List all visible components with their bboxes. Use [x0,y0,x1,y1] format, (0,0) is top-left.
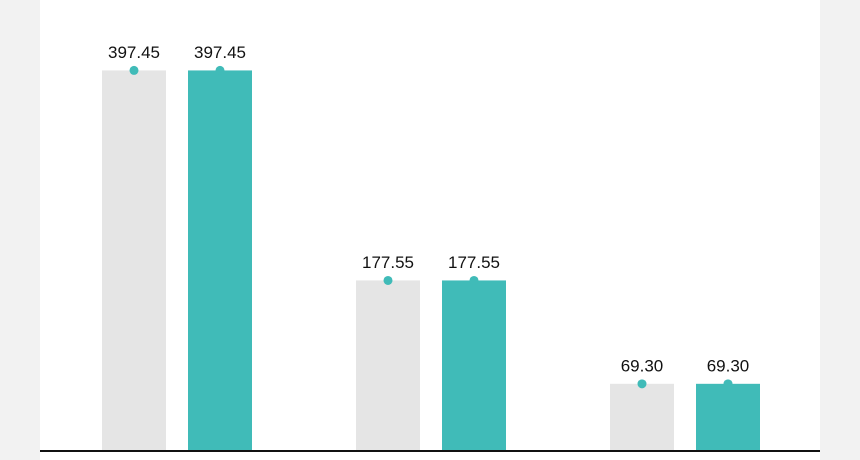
value-label: 69.30 [707,356,750,375]
bar-marker [637,379,647,389]
bar-marker [129,65,139,75]
plot-panel [40,0,820,460]
bar [610,383,674,450]
value-label: 69.30 [621,356,664,375]
bar-marker [215,65,225,75]
value-label: 177.55 [448,253,500,272]
bar-marker [723,379,733,389]
value-label: 397.45 [108,43,160,62]
bar [696,383,760,450]
bar [442,280,506,450]
bar-marker [469,275,479,285]
value-label: 397.45 [194,43,246,62]
value-label: 177.55 [362,253,414,272]
bar [356,280,420,450]
bar-marker [383,275,393,285]
bar [188,70,252,451]
bar [102,70,166,451]
